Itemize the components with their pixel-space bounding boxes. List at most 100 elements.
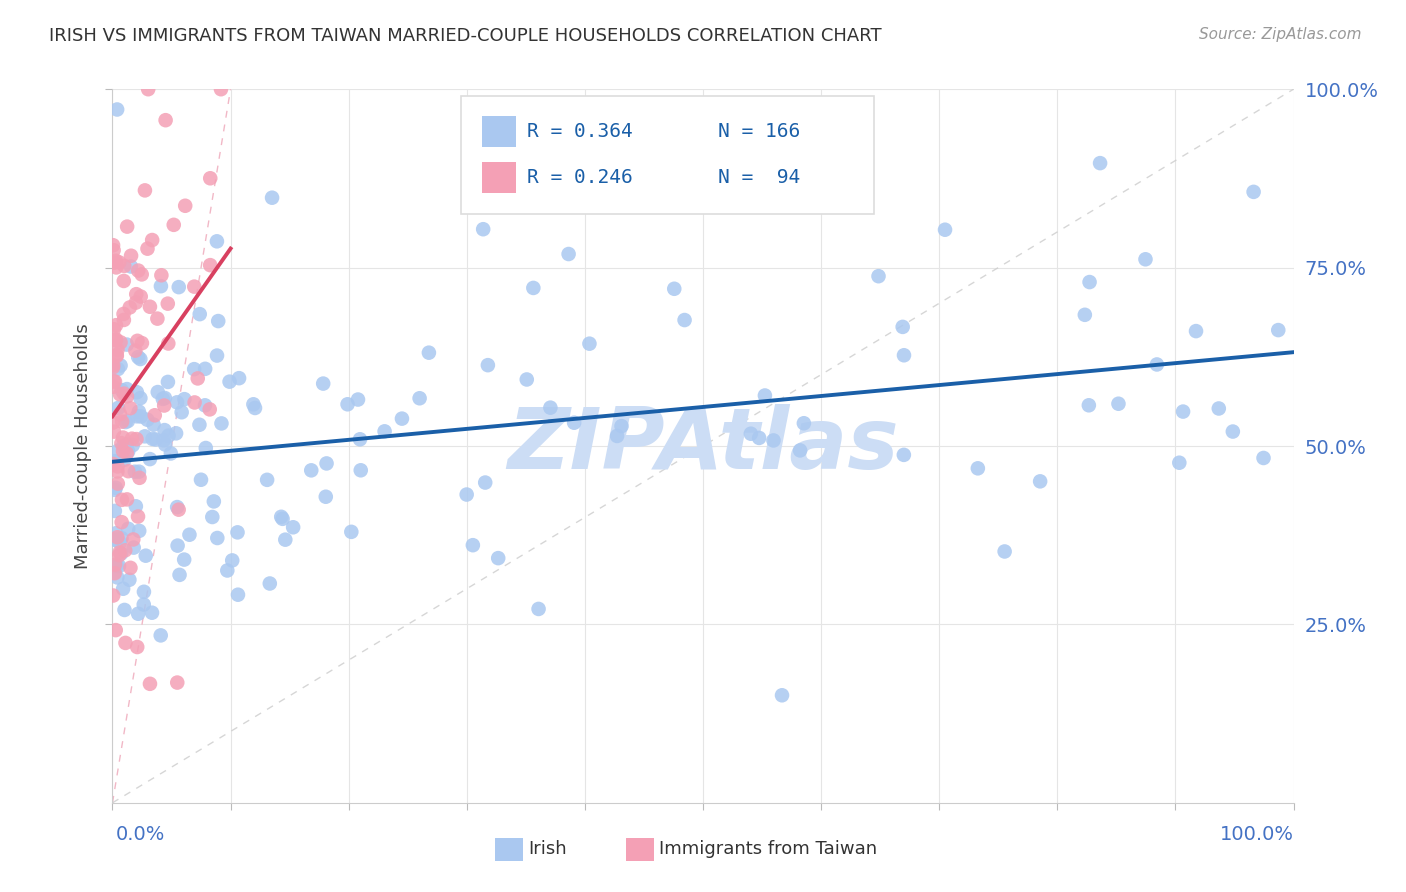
Text: Source: ZipAtlas.com: Source: ZipAtlas.com <box>1198 27 1361 42</box>
Point <box>205 235 228 249</box>
Point <box>527 602 550 616</box>
Point <box>114 636 136 650</box>
Point <box>104 504 127 518</box>
Point <box>183 279 205 293</box>
Point <box>128 471 150 485</box>
Point <box>101 238 124 252</box>
Point <box>673 313 696 327</box>
Point <box>122 533 145 547</box>
Point <box>149 628 172 642</box>
Point <box>107 401 129 415</box>
Point <box>129 391 152 405</box>
Point <box>143 409 166 423</box>
Point <box>188 417 211 432</box>
Point <box>134 429 156 443</box>
Point <box>131 336 153 351</box>
Point <box>165 426 187 441</box>
Point <box>146 311 169 326</box>
Point <box>115 438 138 452</box>
Point <box>112 274 135 288</box>
FancyBboxPatch shape <box>461 96 875 214</box>
Text: IRISH VS IMMIGRANTS FROM TAIWAN MARRIED-COUPLE HOUSEHOLDS CORRELATION CHART: IRISH VS IMMIGRANTS FROM TAIWAN MARRIED-… <box>49 27 882 45</box>
Point <box>1074 308 1097 322</box>
Point <box>270 509 292 524</box>
Point <box>146 385 169 400</box>
Point <box>141 233 163 247</box>
Point <box>167 280 190 294</box>
Point <box>125 295 148 310</box>
Point <box>118 573 141 587</box>
Point <box>340 524 363 539</box>
Point <box>117 522 139 536</box>
Point <box>152 434 174 448</box>
Point <box>115 446 138 460</box>
Point <box>110 531 132 545</box>
Point <box>166 395 188 409</box>
Point <box>112 386 135 401</box>
Point <box>157 428 180 442</box>
Point <box>105 530 128 544</box>
Point <box>188 307 211 321</box>
Text: N =  94: N = 94 <box>718 169 800 187</box>
Point <box>167 502 190 516</box>
Point <box>105 349 128 363</box>
Point <box>606 429 628 443</box>
Point <box>139 452 162 467</box>
Point <box>391 411 413 425</box>
Point <box>893 448 915 462</box>
Point <box>578 336 600 351</box>
Point <box>108 387 131 401</box>
Point <box>966 461 988 475</box>
Point <box>374 425 396 439</box>
Point <box>105 465 128 479</box>
Point <box>127 509 149 524</box>
Point <box>132 598 155 612</box>
Point <box>114 415 136 429</box>
Point <box>1135 252 1157 267</box>
Point <box>120 561 142 575</box>
Point <box>136 413 159 427</box>
Point <box>103 244 125 258</box>
Point <box>770 688 793 702</box>
Point <box>156 296 179 310</box>
Point <box>127 350 149 364</box>
Point <box>218 375 240 389</box>
Point <box>1077 398 1099 412</box>
Text: Irish: Irish <box>529 840 567 858</box>
Point <box>112 259 135 273</box>
Point <box>135 549 157 563</box>
Point <box>228 371 250 385</box>
Point <box>129 352 152 367</box>
Point <box>262 191 284 205</box>
Point <box>610 419 633 434</box>
Point <box>350 463 373 477</box>
Point <box>152 392 174 406</box>
Point <box>112 313 135 327</box>
Point <box>198 402 221 417</box>
Point <box>200 258 222 272</box>
Point <box>101 360 124 375</box>
Point <box>101 380 124 394</box>
Text: ZIPAtlas: ZIPAtlas <box>508 404 898 488</box>
Point <box>115 492 138 507</box>
Point <box>122 541 145 555</box>
Point <box>142 432 165 446</box>
Point <box>108 535 131 549</box>
Point <box>789 443 811 458</box>
Point <box>110 335 132 350</box>
Point <box>994 544 1017 558</box>
Point <box>1171 404 1194 418</box>
Point <box>194 441 217 455</box>
Point <box>103 425 125 439</box>
Point <box>217 564 239 578</box>
Point <box>179 527 201 541</box>
Point <box>891 319 914 334</box>
Point <box>1168 456 1191 470</box>
Point <box>132 584 155 599</box>
Point <box>112 439 135 453</box>
Bar <box>482 116 516 147</box>
Point <box>108 548 131 562</box>
Point <box>762 434 785 448</box>
Point <box>256 473 278 487</box>
Point <box>121 438 143 452</box>
